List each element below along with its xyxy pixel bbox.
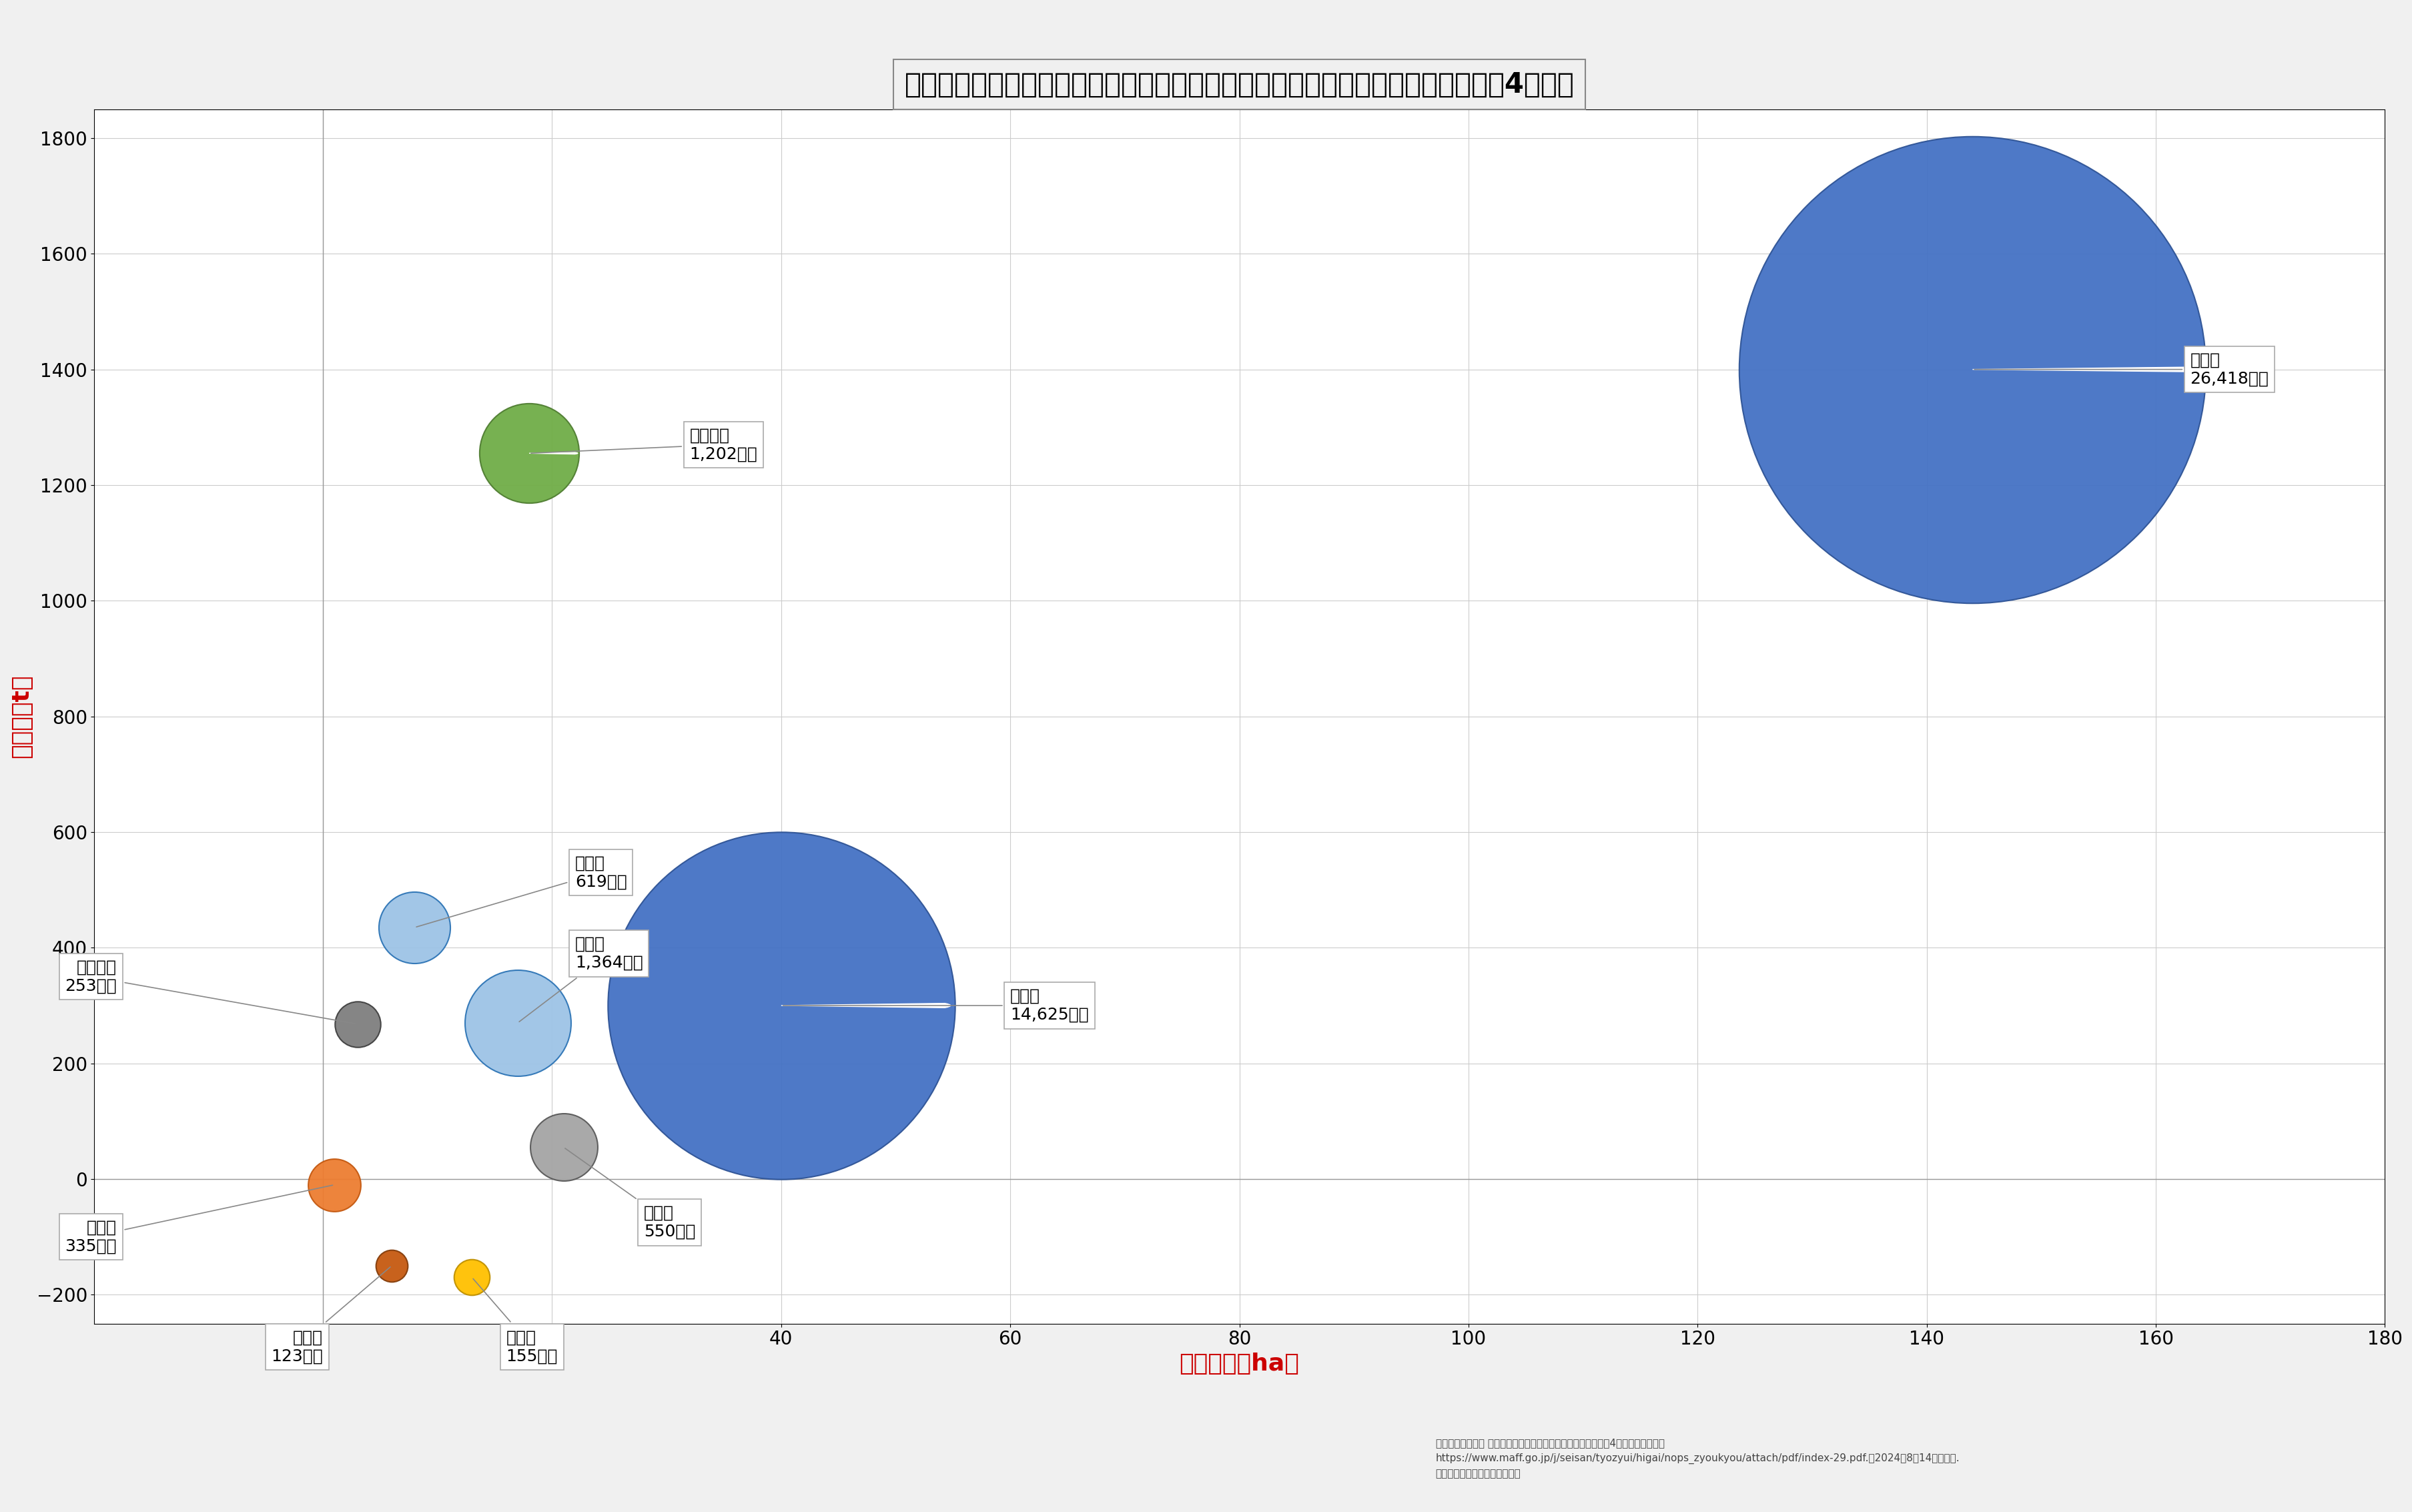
Point <box>545 1136 584 1160</box>
Text: マメ類
550万円: マメ類 550万円 <box>564 1148 695 1240</box>
Text: その他
335万円: その他 335万円 <box>65 1185 333 1253</box>
Point <box>499 1012 538 1036</box>
Text: ムギ類
155万円: ムギ類 155万円 <box>473 1279 557 1364</box>
Text: 野　菜
26,418万円: 野 菜 26,418万円 <box>1973 352 2267 387</box>
Title: アライグマによる農作物被害：農作物ごとの被害面積・被害量・被害金額（令和4年度）: アライグマによる農作物被害：農作物ごとの被害面積・被害量・被害金額（令和4年度） <box>904 71 1575 98</box>
Point <box>509 442 548 466</box>
X-axis label: 被害面積（ha）: 被害面積（ha） <box>1179 1352 1300 1374</box>
Point <box>371 1253 410 1278</box>
Point <box>338 1012 376 1036</box>
Wedge shape <box>528 452 576 454</box>
Text: 飼料作物
1,202万円: 飼料作物 1,202万円 <box>531 428 757 461</box>
Text: 果　樹
14,625万円: 果 樹 14,625万円 <box>784 989 1088 1022</box>
Text: 出典：農林水産省 参考１野生鳥獣による農作物被害状況（令和4年度）を基に作成
https://www.maff.go.jp/j/seisan/tyozyui/h: 出典：農林水産省 参考１野生鳥獣による農作物被害状況（令和4年度）を基に作成 h… <box>1435 1438 1959 1479</box>
Point <box>1954 357 1992 381</box>
Wedge shape <box>781 1004 950 1007</box>
Wedge shape <box>1973 367 2200 372</box>
Point <box>762 993 801 1018</box>
Text: いも類
619万円: いも類 619万円 <box>417 856 627 927</box>
Text: 雑　穀
123万円: 雑 穀 123万円 <box>270 1267 391 1364</box>
Text: 工芸作物
253万円: 工芸作物 253万円 <box>65 959 355 1024</box>
Point <box>396 915 434 939</box>
Y-axis label: 被害量（t）: 被害量（t） <box>10 674 34 758</box>
Point <box>453 1266 492 1290</box>
Point <box>316 1173 355 1198</box>
Text: イ　ネ
1,364万円: イ ネ 1,364万円 <box>519 936 642 1022</box>
